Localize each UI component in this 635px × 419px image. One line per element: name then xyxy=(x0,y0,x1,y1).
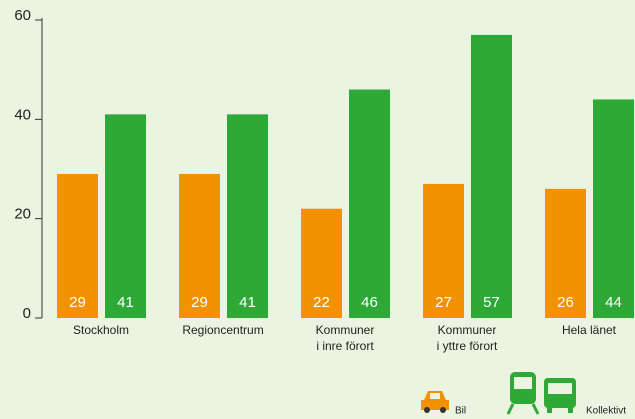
y-tick-label: 40 xyxy=(14,106,31,123)
data-label: 57 xyxy=(483,294,500,311)
data-label: 44 xyxy=(605,294,622,311)
bar xyxy=(593,99,634,318)
legend-label: Kollektivt xyxy=(586,406,626,417)
bar xyxy=(227,114,268,318)
legend-label: Bil xyxy=(455,406,466,417)
bus-icon xyxy=(544,378,576,413)
car-icon xyxy=(421,391,449,413)
y-tick-label: 60 xyxy=(14,7,31,24)
data-label: 26 xyxy=(557,294,574,311)
bar xyxy=(423,183,464,318)
bar xyxy=(179,173,220,318)
data-label: 46 xyxy=(361,294,378,311)
data-label: 41 xyxy=(117,294,134,311)
y-tick-label: 20 xyxy=(14,206,31,223)
y-tick-label: 0 xyxy=(23,305,31,322)
train-icon xyxy=(506,372,540,415)
x-tick-label: Regioncentrum xyxy=(182,323,264,337)
x-tick-label: Kommuner i yttre förort xyxy=(436,323,498,353)
bar xyxy=(57,173,98,318)
data-label: 27 xyxy=(435,294,452,311)
data-label: 41 xyxy=(239,294,256,311)
data-label: 29 xyxy=(69,294,86,311)
data-label: 29 xyxy=(191,294,208,311)
data-label: 22 xyxy=(313,294,330,311)
bar xyxy=(471,34,512,319)
bar xyxy=(301,208,342,318)
x-tick-label: Kommuner i inre förort xyxy=(315,323,375,353)
bar xyxy=(349,89,390,319)
bar xyxy=(105,114,146,318)
x-tick-label: Hela länet xyxy=(561,323,617,337)
bar xyxy=(545,188,586,318)
x-tick-label: Stockholm xyxy=(72,323,130,337)
